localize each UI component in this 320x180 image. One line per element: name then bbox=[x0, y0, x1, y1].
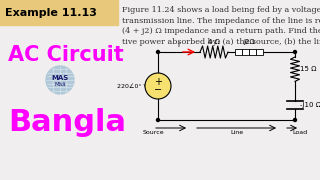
Text: AC Circuit: AC Circuit bbox=[8, 45, 124, 65]
Text: Bangla: Bangla bbox=[8, 108, 126, 137]
Text: MAS: MAS bbox=[52, 75, 68, 81]
Bar bbox=[256, 49, 263, 55]
Text: Line: Line bbox=[230, 130, 243, 135]
Bar bbox=[249, 49, 256, 55]
Circle shape bbox=[46, 66, 74, 94]
Text: -j10 Ω: -j10 Ω bbox=[300, 102, 320, 108]
Circle shape bbox=[145, 73, 171, 99]
Text: 15 Ω: 15 Ω bbox=[300, 66, 316, 72]
Bar bbox=[242, 49, 249, 55]
Circle shape bbox=[156, 118, 159, 122]
Text: −: − bbox=[154, 85, 162, 95]
Text: I: I bbox=[177, 42, 179, 48]
Text: Figure 11.24 shows a load being fed by a voltage source through a
transmission l: Figure 11.24 shows a load being fed by a… bbox=[122, 6, 320, 46]
Text: 220∠0° V rms: 220∠0° V rms bbox=[117, 84, 162, 89]
Text: j2Ω: j2Ω bbox=[243, 39, 255, 45]
Bar bbox=[235, 49, 242, 55]
Bar bbox=[0, 0, 118, 25]
Text: +: + bbox=[154, 77, 162, 87]
Text: Mäã: Mäã bbox=[54, 82, 66, 87]
Text: Source: Source bbox=[142, 130, 164, 135]
Text: Example 11.13: Example 11.13 bbox=[5, 8, 97, 18]
Circle shape bbox=[293, 51, 297, 53]
Circle shape bbox=[293, 118, 297, 122]
Text: 4 Ω: 4 Ω bbox=[208, 39, 220, 45]
Circle shape bbox=[156, 51, 159, 53]
Text: Load: Load bbox=[292, 130, 308, 135]
